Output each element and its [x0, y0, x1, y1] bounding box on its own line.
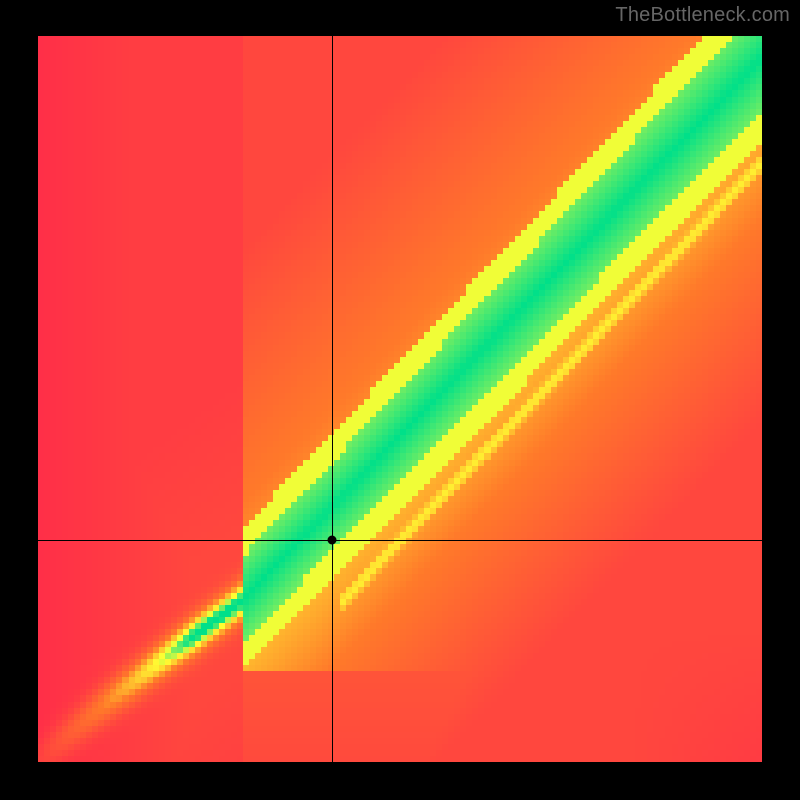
watermark-text: TheBottleneck.com: [615, 4, 790, 27]
heatmap-plot-area: [38, 36, 762, 762]
crosshair-marker-dot: [327, 535, 336, 544]
crosshair-vertical: [332, 36, 333, 762]
figure-root: TheBottleneck.com: [0, 0, 800, 800]
crosshair-horizontal: [38, 540, 762, 541]
heatmap-canvas: [38, 36, 762, 762]
